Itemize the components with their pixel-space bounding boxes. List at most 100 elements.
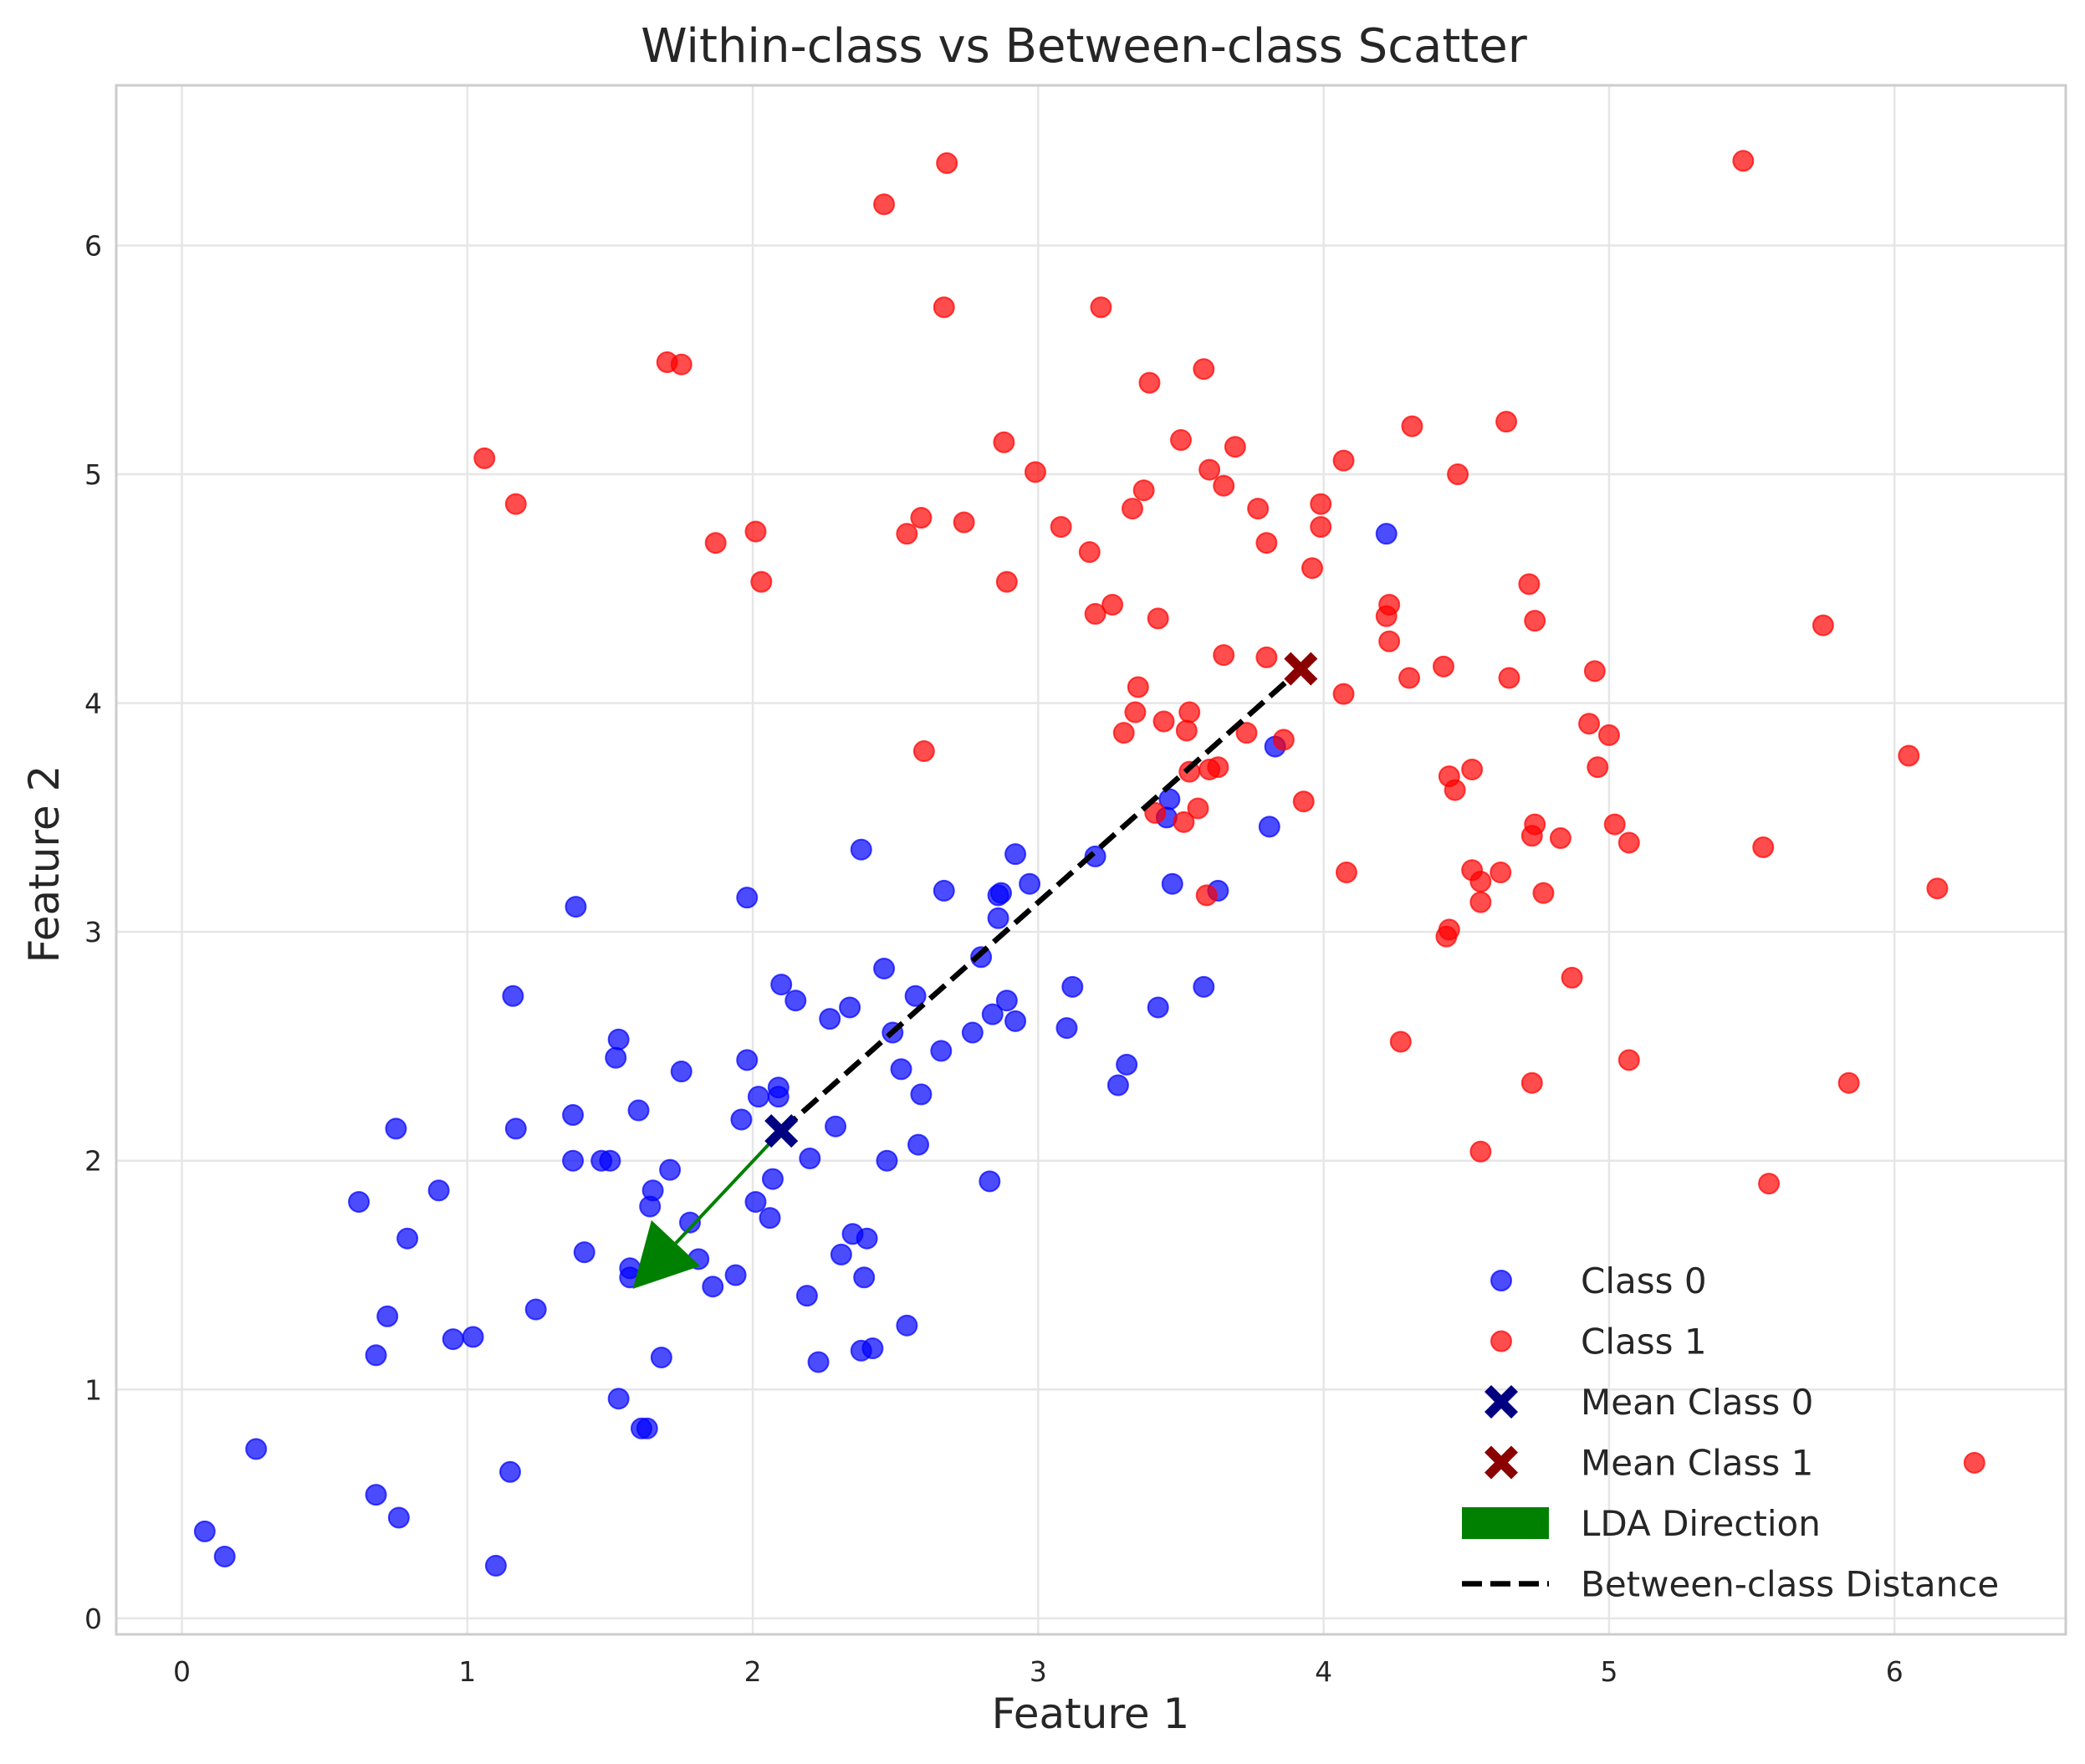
data-point	[1398, 667, 1421, 689]
data-point	[1147, 996, 1169, 1019]
data-point	[1469, 891, 1492, 913]
data-point	[473, 447, 496, 469]
data-point	[1378, 630, 1401, 652]
plot-frame	[115, 84, 2067, 1636]
data-point	[1301, 557, 1323, 580]
data-point	[1127, 676, 1149, 698]
legend-label: LDA Direction	[1581, 1503, 1821, 1544]
data-point	[670, 1061, 692, 1083]
data-point	[1147, 607, 1169, 630]
data-point	[504, 1117, 527, 1140]
data-point	[1255, 532, 1278, 555]
data-point	[1469, 870, 1492, 892]
data-point	[1332, 449, 1355, 472]
legend-swatch	[1462, 1507, 1549, 1539]
data-point	[736, 887, 759, 909]
data-point	[1583, 660, 1606, 683]
data-point	[678, 1211, 701, 1234]
data-point	[1520, 1071, 1543, 1094]
data-point	[607, 1388, 630, 1410]
data-point	[1193, 975, 1215, 998]
data-point	[1187, 797, 1209, 820]
series-class-0	[193, 523, 1398, 1577]
legend-swatch	[1485, 1445, 1518, 1480]
legend-label: Mean Class 1	[1581, 1443, 1813, 1484]
data-point	[1255, 646, 1278, 668]
data-point	[1061, 975, 1084, 998]
data-point	[1335, 862, 1357, 884]
data-point	[1084, 602, 1106, 625]
legend-label: Class 0	[1581, 1260, 1707, 1301]
data-point	[981, 1003, 1004, 1025]
data-point	[912, 740, 935, 763]
x-tick-label: 1	[458, 1655, 476, 1688]
data-point	[1224, 436, 1246, 458]
data-point	[953, 511, 975, 534]
data-point	[770, 974, 793, 996]
data-point	[744, 520, 767, 543]
axis-ticks: 0 1 2 3 4 5 6 0 1 2 3 4 5 6	[84, 229, 1904, 1688]
data-point	[1055, 1017, 1078, 1040]
grid	[116, 85, 2066, 1634]
legend-item-between: Between-class Distance	[1462, 1564, 1999, 1605]
data-point	[365, 1344, 387, 1367]
data-point	[730, 1108, 753, 1131]
data-point	[825, 1115, 847, 1138]
data-point	[1490, 862, 1512, 884]
data-point	[659, 1158, 682, 1181]
data-point	[1561, 966, 1583, 989]
data-point	[876, 1149, 898, 1172]
data-point	[784, 989, 807, 1012]
data-point	[1004, 1010, 1027, 1032]
data-point	[1597, 723, 1620, 746]
data-point	[839, 996, 861, 1019]
data-layer	[193, 150, 1985, 1577]
data-point	[1401, 415, 1423, 437]
y-axis-label: Feature 2	[20, 765, 69, 964]
data-point	[484, 1554, 507, 1577]
data-point	[761, 1168, 784, 1190]
data-point	[933, 296, 955, 319]
data-point	[896, 1314, 918, 1337]
data-point	[1084, 845, 1106, 867]
data-point	[1758, 1173, 1781, 1195]
data-point	[1235, 722, 1258, 744]
data-point	[1310, 493, 1332, 515]
data-point	[853, 1266, 876, 1289]
data-point	[1024, 461, 1046, 483]
x-tick-label: 6	[1886, 1655, 1904, 1688]
data-point	[933, 879, 955, 902]
legend-label: Between-class Distance	[1581, 1564, 1999, 1605]
data-point	[1963, 1451, 1985, 1474]
data-point	[750, 570, 773, 593]
legend-item-lda: LDA Direction	[1462, 1503, 1821, 1544]
data-point	[636, 1417, 658, 1439]
data-point	[904, 984, 927, 1007]
data-point	[1138, 371, 1161, 394]
data-point	[442, 1328, 464, 1351]
mean-class-0-marker	[764, 1114, 799, 1148]
data-point	[1175, 719, 1198, 742]
data-point	[1578, 713, 1601, 735]
x-tick-label: 0	[173, 1655, 191, 1688]
data-point	[1603, 813, 1626, 836]
x-tick-label: 5	[1600, 1655, 1617, 1688]
data-point	[702, 1276, 724, 1298]
legend-item-class1: Class 1	[1490, 1322, 1707, 1363]
data-point	[744, 1190, 767, 1213]
data-point	[573, 1241, 595, 1264]
data-point	[850, 838, 872, 861]
data-point	[1549, 827, 1571, 850]
data-point	[747, 1086, 769, 1108]
data-point	[565, 896, 587, 918]
data-point	[1112, 722, 1135, 744]
data-point	[830, 1243, 852, 1265]
x-tick-label: 4	[1315, 1655, 1332, 1688]
data-point	[1812, 614, 1834, 637]
data-point	[1161, 872, 1183, 895]
data-point	[910, 507, 933, 529]
lda-arrow-head	[632, 1219, 701, 1289]
data-point	[1121, 498, 1143, 520]
